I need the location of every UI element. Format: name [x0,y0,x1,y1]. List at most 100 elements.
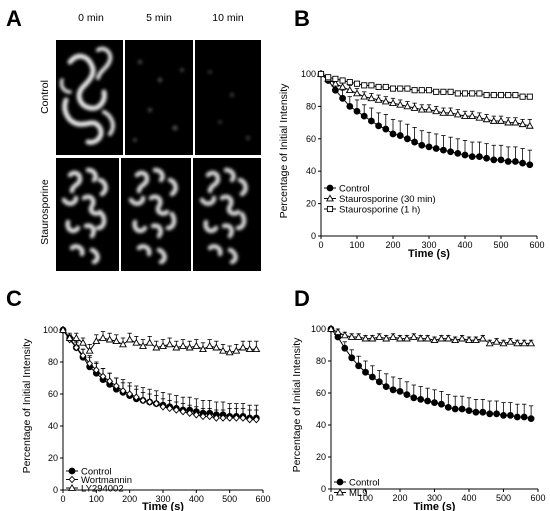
data-point [361,334,370,342]
time-label-5: 5 min [146,12,172,24]
data-point [186,409,194,417]
data-point [479,408,487,416]
data-point [389,85,397,92]
data-point [99,333,107,341]
legend-marker [68,467,76,475]
data-point [317,70,325,78]
x-tick-label: 600 [529,240,544,250]
data-point [327,324,335,332]
data-point [354,332,363,340]
x-tick-label: 400 [461,493,476,503]
data-point [252,415,260,424]
data-point [396,100,405,108]
data-point [362,368,369,376]
data-point [424,397,432,405]
data-point [411,87,418,94]
data-point [439,108,448,116]
y-tick-label: 20 [306,199,316,209]
data-point [497,92,505,99]
data-point [389,130,397,138]
data-point [355,362,363,370]
legend-entry: Wortmannin [66,475,132,486]
data-point [232,414,240,422]
data-point [360,92,369,100]
data-point [440,88,447,95]
data-point [126,390,134,398]
data-point [389,99,397,107]
data-point [518,120,527,128]
data-point [368,82,375,89]
x-axis-title: Time (s) [142,501,184,511]
data-point [219,346,227,354]
legend-label: Staurosporine (30 min) [339,194,436,205]
data-point [506,337,515,345]
data-point [431,399,438,407]
data-point [112,337,121,345]
data-point [458,405,466,413]
data-point [246,415,254,424]
legend-marker [68,483,76,491]
data-point [338,82,347,90]
data-point [353,107,361,115]
data-point [418,141,426,149]
data-point [512,158,519,165]
y-tick-label: 80 [316,356,326,366]
data-point [92,366,100,374]
legend-entry: Control [334,477,380,488]
legend-label: Control [339,183,370,194]
data-point [483,154,491,162]
data-point [476,90,483,97]
time-label-10: 10 min [212,12,244,24]
data-point [493,410,501,418]
x-axis-title: Time (s) [414,501,456,511]
data-point [475,153,483,161]
y-axis-title: Percentage of Initial Intensity [291,337,303,473]
data-point [333,328,342,336]
y-tick-label: 40 [316,420,326,430]
data-point [212,343,221,351]
data-point [475,113,484,121]
data-point [374,95,383,103]
data-point [375,378,383,386]
data-point [447,88,454,95]
data-point [444,403,452,411]
panel-letter-c: C [6,286,22,311]
series-control [59,326,260,422]
data-point [439,146,447,154]
x-tick-label: 600 [530,493,545,503]
y-tick-label: 60 [48,389,58,399]
data-point [437,334,446,342]
data-point [125,335,134,343]
data-point [411,138,419,146]
data-point [519,159,526,167]
series-control [317,70,534,169]
data-point [225,348,234,356]
data-point [403,391,411,399]
y-tick-label: 40 [306,166,316,176]
y-tick-label: 0 [321,484,326,494]
data-point [339,77,346,84]
micrograph-control-0min [56,40,123,155]
x-tick-label: 300 [421,240,436,250]
chart-panel-c: 0 100 200 300 400 500 600 0 20 40 60 80 100 Time (s) P… [21,325,271,511]
data-point [483,92,490,99]
data-point [179,341,187,349]
data-point [347,332,356,340]
series-wortmannin [59,326,260,424]
y-tick-label: 60 [316,388,326,398]
data-point [166,404,174,413]
y-tick-label: 100 [311,324,326,334]
data-point [367,117,375,125]
data-point [461,90,469,97]
data-point [59,325,67,333]
row-label-control: Control [39,80,51,114]
data-point [416,334,425,342]
y-tick-label: 20 [48,453,58,463]
data-point [205,341,214,349]
data-point [397,85,404,92]
data-point [146,398,154,406]
data-point [403,135,411,143]
data-point [526,161,534,169]
data-point [360,112,368,120]
chart-panel-b: 0 100 200 300 400 500 600 0 20 40 60 80 100 Time (s) P… [278,69,545,260]
